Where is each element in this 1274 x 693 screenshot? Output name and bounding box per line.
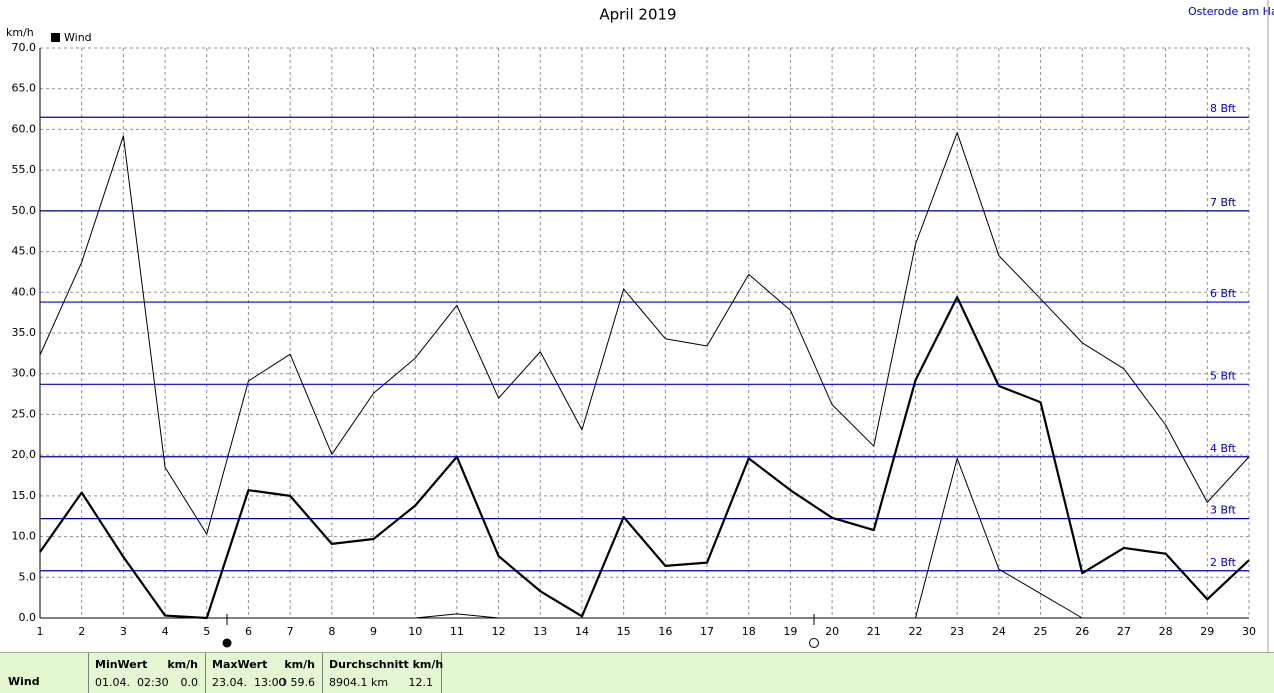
x-tick-label: 2 [78,625,85,638]
x-tick-label: 20 [825,625,839,638]
y-tick-label: 55.0 [12,163,37,176]
x-tick-label: 5 [203,625,210,638]
beaufort-label: 5 Bft [1210,369,1237,382]
stat-value: 12.1 [408,676,434,689]
y-tick-label: 0.0 [19,611,37,624]
x-tick-label: 19 [783,625,797,638]
x-tick-label: 13 [533,625,547,638]
stat-value: O 59.6 [278,676,315,689]
beaufort-label: 4 Bft [1210,442,1237,455]
y-tick-label: 5.0 [19,570,37,583]
y-tick-label: 20.0 [12,448,37,461]
y-tick-label: 50.0 [12,204,37,217]
y-tick-label: 70.0 [12,41,37,54]
x-tick-label: 18 [742,625,756,638]
x-tick-label: 11 [450,625,464,638]
stat-box: Durchschnitt km/h 8904.1 km 12.1 [322,653,444,693]
x-tick-label: 25 [1034,625,1048,638]
x-tick-label: 16 [658,625,672,638]
x-tick-label: 15 [617,625,631,638]
x-tick-label: 14 [575,625,589,638]
chart-title: April 2019 [599,6,676,24]
plot: 0.0 5.0 10.0 15.0 20.0 25.0 30.0 35.0 40.0 45.0 50… [12,41,1257,638]
stat-unit: km/h [284,658,315,671]
x-tick-label: 22 [908,625,922,638]
y-tick-label: 30.0 [12,367,37,380]
y-tick-label: 45.0 [12,245,37,258]
y-tick-label: 60.0 [12,122,37,135]
location: Osterode am Harz [1188,5,1274,18]
y-tick-label: 40.0 [12,285,37,298]
x-tick-label: 30 [1242,625,1256,638]
x-tick-label: 23 [950,625,964,638]
new-moon [222,638,232,648]
x-tick-label: 3 [120,625,127,638]
x-tick-label: 26 [1075,625,1089,638]
beaufort-label: 3 Bft [1210,504,1237,517]
stat-header: MaxWert [212,658,268,671]
beaufort-label: 2 Bft [1210,556,1237,569]
footer-label: Wind [8,675,40,688]
wind-line [39,132,1250,535]
x-tick-label: 9 [370,625,377,638]
stat-date: 01.04. 02:30 [95,676,169,689]
footer: Wind MinWert km/h 01.04. 02:30 0.0 MaxWert km/… [0,652,1274,693]
y-tick-label: 15.0 [12,489,37,502]
legend-swatch [51,33,60,42]
x-tick-label: 29 [1200,625,1214,638]
y-tick-label: 65.0 [12,82,37,95]
stat-box: MaxWert km/h 23.04. 13:00 O 59.6 [205,653,323,693]
full-moon [809,638,819,648]
x-tick-label: 27 [1117,625,1131,638]
stat-box: MinWert km/h 01.04. 02:30 0.0 [88,653,206,693]
stat-value: 0.0 [180,676,199,689]
y-tick-label: 35.0 [12,326,37,339]
x-tick-label: 6 [245,625,252,638]
stat-header: Durchschnitt km/h [329,658,444,671]
stat-date: 23.04. 13:00 [212,676,286,689]
wind-line [39,296,1250,620]
beaufort-label: 8 Bft [1210,102,1237,115]
x-tick-label: 24 [992,625,1006,638]
wind-line [40,457,1083,619]
y-tick-label: 25.0 [12,407,37,420]
beaufort-label: 7 Bft [1210,196,1237,209]
x-tick-label: 1 [37,625,44,638]
x-tick-label: 28 [1159,625,1173,638]
x-tick-label: 4 [162,625,169,638]
stat-date: 8904.1 km [329,676,389,689]
x-tick-label: 12 [492,625,506,638]
x-tick-label: 17 [700,625,714,638]
x-tick-label: 7 [287,625,294,638]
y-tick-label: 10.0 [12,530,37,543]
stat-unit: km/h [167,658,198,671]
x-tick-label: 10 [408,625,422,638]
x-tick-label: 21 [867,625,881,638]
stat-header: MinWert [95,658,148,671]
y-axis-unit: km/h [6,26,34,39]
legend-label: Wind [64,31,92,44]
x-tick-label: 8 [328,625,335,638]
chart: April 2019 Osterode am Harz km/h Wind 0.… [6,0,1274,652]
beaufort-label: 6 Bft [1210,287,1237,300]
